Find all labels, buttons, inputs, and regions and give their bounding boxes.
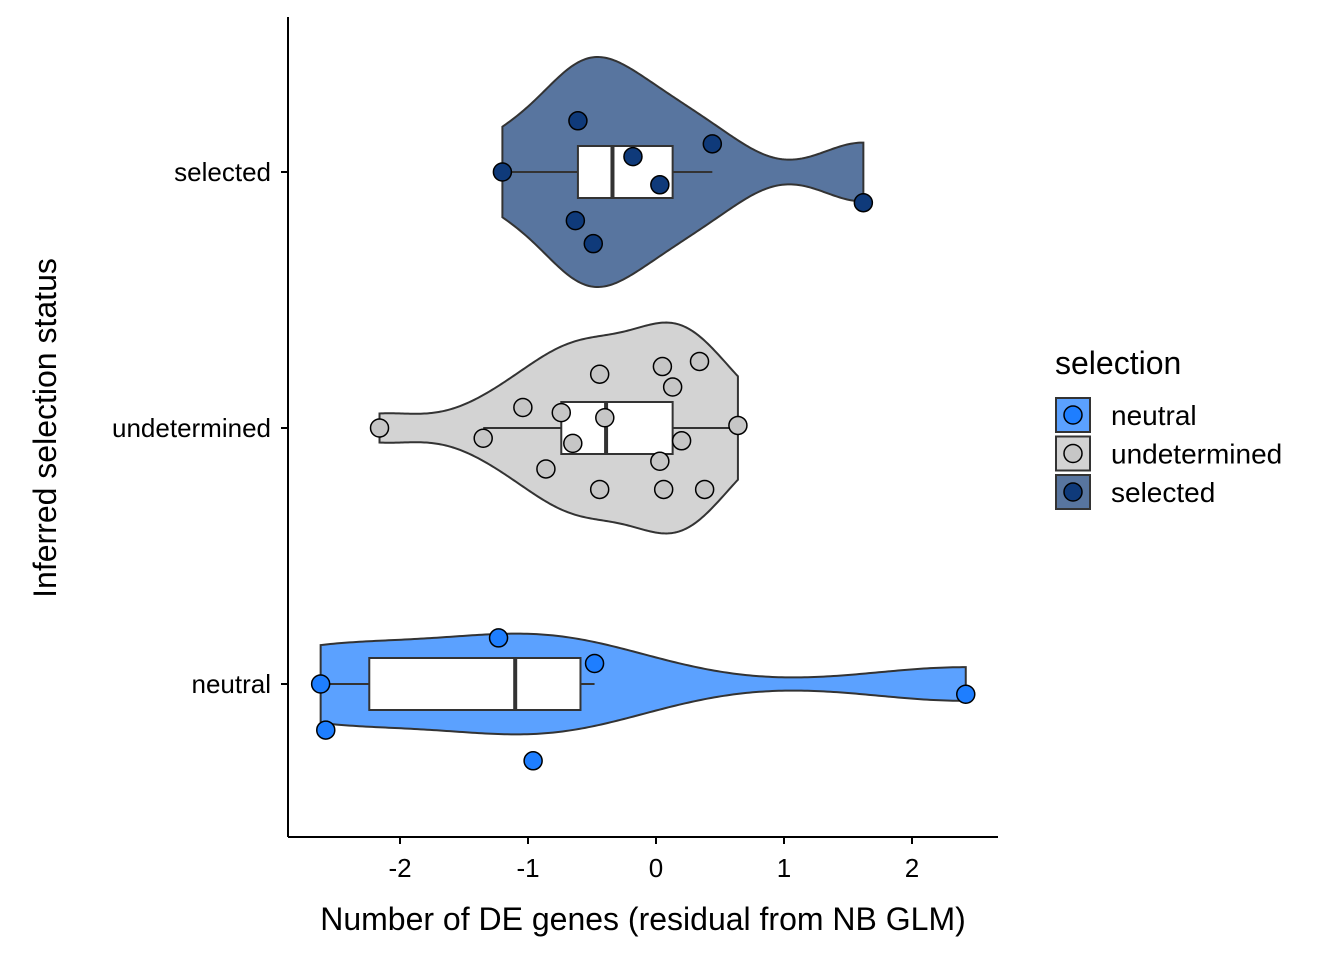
legend-label: neutral: [1111, 400, 1197, 431]
data-point: [568, 111, 588, 131]
data-point: [473, 428, 493, 448]
data-point: [650, 175, 670, 195]
data-point: [671, 431, 692, 451]
data-point: [513, 397, 533, 418]
data-point: [650, 451, 670, 472]
legend: selection neutral undetermined selected: [1055, 345, 1282, 510]
data-point: [694, 479, 715, 500]
data-point: [536, 459, 556, 479]
data-point: [595, 408, 615, 428]
data-point: [853, 192, 874, 213]
data-point: [623, 146, 643, 167]
x-tick-label: -1: [516, 853, 539, 883]
legend-key: [1055, 397, 1091, 433]
data-point: [589, 364, 610, 384]
y-tick-label: undetermined: [112, 413, 271, 443]
legend-point: [1063, 482, 1083, 502]
legend-point: [1063, 443, 1083, 464]
data-point: [589, 479, 610, 500]
data-point: [689, 351, 710, 372]
data-point: [310, 674, 331, 694]
group-selected: [492, 55, 874, 289]
x-tick-label: -2: [388, 853, 411, 883]
data-point: [551, 402, 572, 423]
data-point: [565, 210, 586, 231]
legend-label: undetermined: [1111, 439, 1282, 470]
data-point: [584, 653, 605, 674]
y-tick-label: selected: [174, 157, 271, 187]
y-axis-label: Inferred selection status: [27, 258, 63, 598]
data-point: [702, 134, 723, 154]
data-point: [523, 751, 543, 771]
data-point: [728, 415, 748, 436]
data-point: [956, 684, 976, 704]
legend-item-selected: selected: [1055, 474, 1215, 510]
legend-title: selection: [1055, 345, 1181, 381]
legend-item-neutral: neutral: [1055, 397, 1197, 433]
x-tick-label: 1: [777, 853, 791, 883]
x-tick-label: 0: [649, 853, 663, 883]
y-ticks: neutral undetermined selected: [112, 157, 288, 699]
x-ticks: -2 -1 0 1 2: [388, 837, 919, 883]
data-point: [316, 720, 336, 740]
data-point: [492, 162, 513, 182]
data-point: [488, 628, 509, 648]
data-point: [652, 356, 673, 377]
y-tick-label: neutral: [192, 669, 272, 699]
data-point: [662, 377, 683, 397]
x-axis-label: Number of DE genes (residual from NB GLM…: [320, 901, 966, 937]
data-point: [563, 433, 583, 454]
data-point: [583, 233, 604, 254]
data-point: [369, 418, 390, 438]
box-neutral: [368, 657, 582, 711]
group-neutral: [310, 628, 976, 771]
legend-item-undetermined: undetermined: [1055, 435, 1282, 472]
x-tick-label: 2: [905, 853, 919, 883]
plot-area: [310, 55, 976, 771]
legend-label: selected: [1111, 477, 1215, 508]
group-undetermined: [369, 321, 748, 535]
data-point: [653, 479, 674, 500]
legend-point: [1063, 405, 1083, 425]
